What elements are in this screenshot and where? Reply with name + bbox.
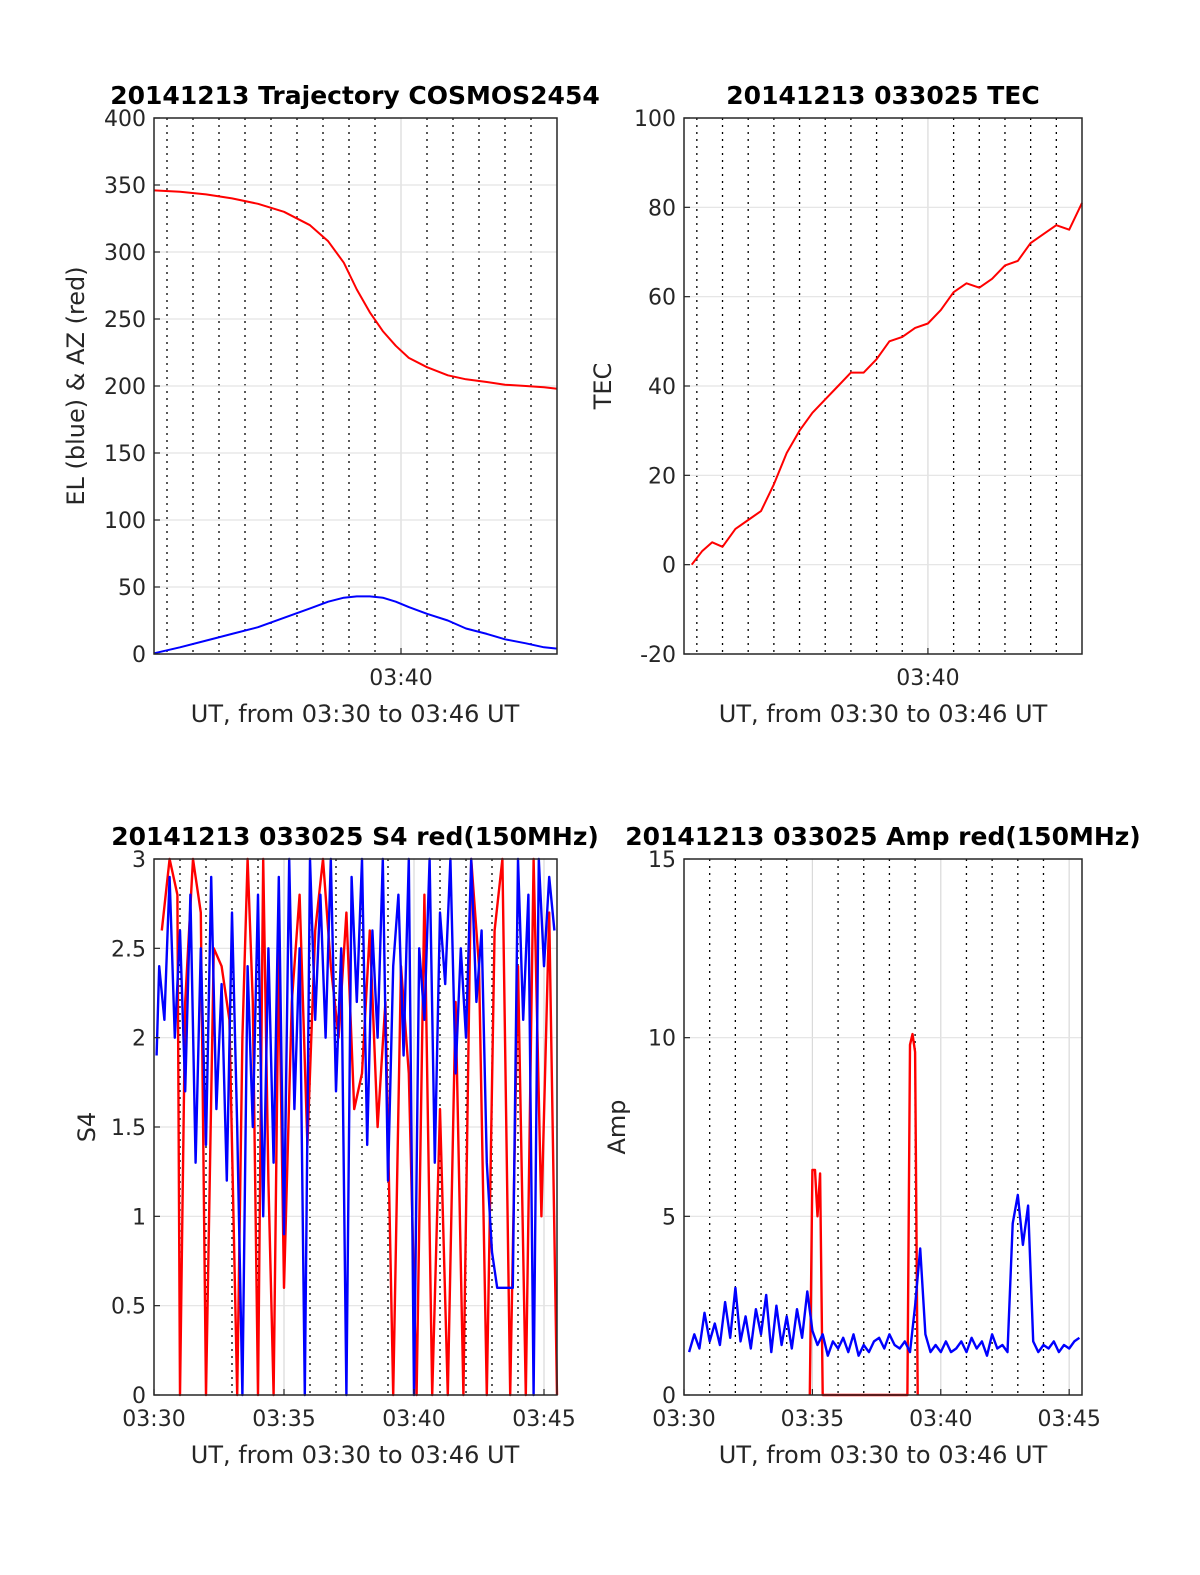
chart-title: 20141213 033025 S4 red(150MHz)	[111, 822, 599, 851]
series-line-blue	[153, 595, 558, 655]
chart-title: 20141213 033025 Amp red(150MHz)	[625, 822, 1141, 851]
chart-title: 20141213 033025 TEC	[726, 81, 1039, 110]
series-line-blue	[155, 857, 556, 1397]
y-tick-label: 150	[104, 442, 146, 467]
series-line-red	[153, 189, 558, 390]
x-tick-label: 03:45	[1037, 1407, 1100, 1432]
trajectory-chart: 0 50 100 150 200 250 300 350 400 03:40 20141213 T…	[62, 81, 600, 728]
series-line-blue	[687, 1193, 1081, 1357]
y-tick-label: 80	[648, 196, 676, 221]
y-tick-label: 50	[118, 576, 146, 601]
y-tick-label: 60	[648, 286, 676, 311]
y-tick-label: 0	[132, 1384, 146, 1409]
series-line-red	[690, 202, 1083, 566]
y-tick-label: 10	[648, 1027, 676, 1052]
y-tick-label: 1.5	[111, 1116, 146, 1141]
x-tick-label: 03:40	[369, 666, 432, 691]
y-tick-label: 2.5	[111, 937, 146, 962]
y-tick-label: 15	[648, 848, 676, 873]
x-tick-label: 03:35	[252, 1407, 315, 1432]
y-tick-label: 0	[662, 554, 676, 579]
y-tick-label: -20	[640, 643, 676, 668]
y-tick-label: 100	[634, 107, 676, 132]
x-tick-label: 03:30	[652, 1407, 715, 1432]
chart-title: 20141213 Trajectory COSMOS2454	[110, 81, 600, 110]
y-axis-label: TEC	[589, 363, 617, 411]
x-tick-label: 03:30	[122, 1407, 185, 1432]
y-tick-label: 400	[104, 107, 146, 132]
x-axis-label: UT, from 03:30 to 03:46 UT	[719, 700, 1048, 728]
y-tick-label: 250	[104, 308, 146, 333]
amp-chart: 0 5 10 15 03:30 03:35 03:40 03:45 20141213 0330…	[603, 822, 1141, 1469]
tec-chart: -20 0 20 40 60 80 100 03:40 20141213 033025 TEC…	[589, 81, 1083, 728]
y-tick-label: 200	[104, 375, 146, 400]
y-tick-label: 0.5	[111, 1295, 146, 1320]
y-tick-label: 2	[132, 1027, 146, 1052]
x-axis-label: UT, from 03:30 to 03:46 UT	[191, 1441, 520, 1469]
y-tick-label: 0	[132, 643, 146, 668]
x-axis-label: UT, from 03:30 to 03:46 UT	[719, 1441, 1048, 1469]
x-tick-label: 03:40	[382, 1407, 445, 1432]
y-axis-label: Amp	[603, 1099, 631, 1154]
y-tick-label: 300	[104, 241, 146, 266]
y-tick-label: 0	[662, 1384, 676, 1409]
x-tick-label: 03:40	[909, 1407, 972, 1432]
y-tick-label: 40	[648, 375, 676, 400]
x-tick-label: 03:35	[781, 1407, 844, 1432]
y-tick-label: 350	[104, 174, 146, 199]
y-axis-label: S4	[73, 1112, 101, 1143]
s4-chart: 0 0.5 1 1.5 2 2.5 3 03:30 03:35 03:40 03:45 201412…	[73, 822, 599, 1469]
y-axis-label: EL (blue) & AZ (red)	[62, 266, 90, 505]
y-tick-label: 20	[648, 464, 676, 489]
y-tick-label: 3	[132, 848, 146, 873]
y-tick-label: 100	[104, 509, 146, 534]
x-axis-label: UT, from 03:30 to 03:46 UT	[191, 700, 520, 728]
y-tick-label: 1	[132, 1205, 146, 1230]
x-tick-label: 03:40	[896, 666, 959, 691]
x-tick-label: 03:45	[512, 1407, 575, 1432]
y-tick-label: 5	[662, 1205, 676, 1230]
